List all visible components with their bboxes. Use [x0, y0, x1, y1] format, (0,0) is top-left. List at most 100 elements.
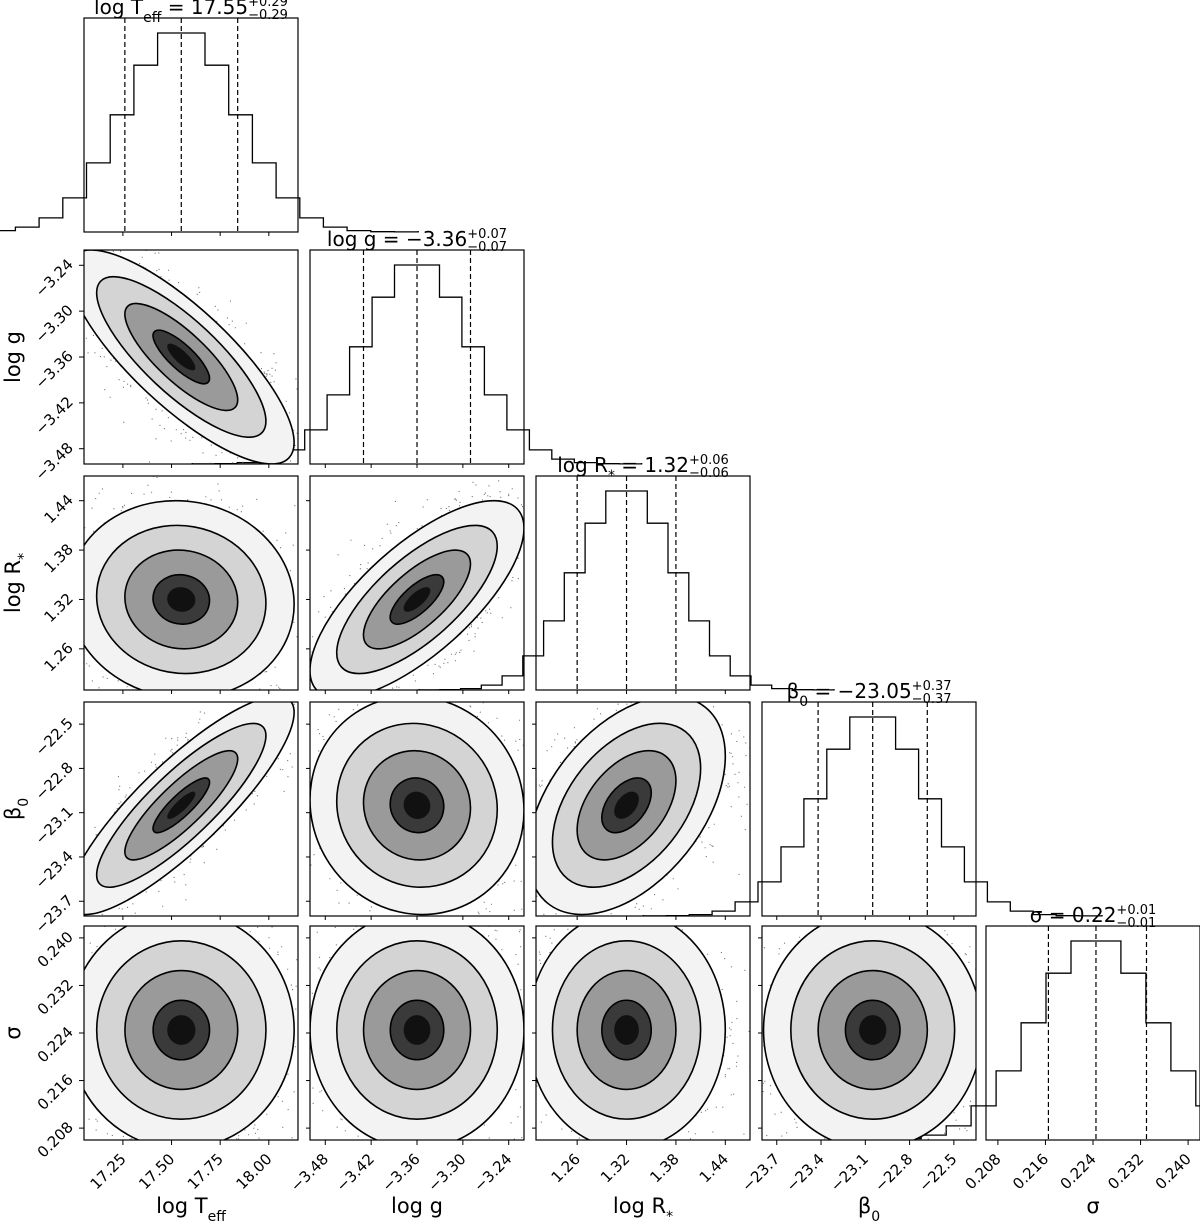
- histogram-title: β0 = −23.05+0.37 −0.37: [786, 679, 951, 710]
- y-tick-label: −3.48: [32, 439, 77, 484]
- x-axis-beta0: −23.7 −23.4 −23.1 −22.8 −22.5 β0: [738, 1140, 961, 1224]
- y-axis-beta0: −23.7−23.4−23.1−22.8−22.5 β0: [1, 714, 84, 937]
- y-axis-label-name: log g: [1, 331, 25, 383]
- density-shade-4: [403, 587, 431, 612]
- y-tick-label: 1.32: [40, 590, 76, 626]
- title-err-minus: −0.29: [248, 8, 288, 23]
- contour-level-0: [389, 573, 445, 625]
- density-shade-4: [403, 791, 431, 819]
- contour-level-1: [362, 549, 472, 650]
- x-tick-label: 0.232: [1104, 1150, 1147, 1193]
- contour-level-3: [84, 702, 295, 916]
- y-axis-label-name: β: [1, 807, 25, 820]
- title-err-minus: −0.06: [689, 466, 729, 481]
- title-param-subscript: 0: [799, 694, 808, 710]
- contour-level-0: [152, 999, 211, 1061]
- x-axis-label: log Teff: [156, 1194, 226, 1224]
- contour-level-2: [335, 524, 499, 675]
- panel-content: [84, 702, 298, 916]
- x-axis-label-name: log g: [391, 1194, 443, 1218]
- scatter-panel-logR-sigma: [535, 925, 751, 1141]
- y-axis-logg: −3.48−3.42−3.36−3.30−3.24 log g: [1, 255, 84, 484]
- panel-content: [536, 702, 750, 916]
- scatter-panel-logTeff-logg: [83, 249, 299, 465]
- y-tick-label: 0.208: [34, 1118, 77, 1161]
- y-axis-label: log R*: [1, 553, 32, 613]
- y-tick-label: −23.4: [32, 847, 77, 892]
- x-tick-label: −3.42: [333, 1150, 378, 1195]
- y-tick-label: −3.30: [32, 301, 77, 346]
- scatter-panel-logTeff-sigma: [83, 925, 299, 1141]
- x-axis-label: log g: [391, 1194, 443, 1218]
- title-median-value: 1.32: [644, 453, 689, 477]
- x-tick-label: −23.1: [827, 1150, 872, 1195]
- x-tick-label: −3.24: [470, 1150, 515, 1195]
- contour-level-2: [95, 524, 267, 675]
- x-axis-label-name: σ: [1086, 1194, 1099, 1218]
- histogram-panel-logg: log g = −3.36+0.07 −0.07: [191, 227, 643, 465]
- y-tick-label: 1.44: [40, 491, 76, 527]
- x-tick-label: 17.50: [135, 1150, 178, 1193]
- title-equals: =: [376, 227, 405, 251]
- density-shade-4: [614, 1015, 639, 1045]
- y-axis-label-subscript: 0: [16, 798, 32, 807]
- histogram-panel-beta0: β0 = −23.05+0.37 −0.37: [642, 679, 1103, 917]
- x-tick-label: −3.30: [424, 1150, 469, 1195]
- scatter-panel-logg-sigma: [309, 925, 525, 1141]
- histogram-frame: [535, 475, 751, 691]
- y-axis-label: σ: [1, 1026, 25, 1039]
- contour-level-1: [576, 749, 677, 861]
- contour-level-2: [551, 722, 702, 888]
- contour-level-1: [576, 969, 677, 1091]
- title-equals: =: [615, 453, 644, 477]
- x-tick-label: 1.26: [548, 1150, 584, 1186]
- density-shade-4: [167, 791, 196, 819]
- x-axis-sigma: 0.208 0.216 0.224 0.232 0.240 σ: [962, 1140, 1195, 1218]
- contour-level-0: [152, 573, 211, 625]
- x-tick-label: −3.36: [379, 1150, 424, 1195]
- scatter-panel-logg-beta0: [309, 701, 525, 917]
- histogram-step-line: [418, 490, 835, 691]
- histogram-frame: [985, 925, 1200, 1141]
- title-err-plus: +0.01: [1116, 903, 1156, 918]
- x-tick-label: 17.25: [87, 1150, 130, 1193]
- histogram-frame: [761, 701, 977, 917]
- x-tick-label: 1.44: [696, 1150, 732, 1186]
- x-axis-label: log R*: [613, 1194, 673, 1224]
- contour-level-1: [362, 749, 472, 861]
- y-tick-label: −3.24: [32, 255, 77, 300]
- contour-level-0: [844, 999, 901, 1061]
- x-tick-label: −23.4: [783, 1150, 828, 1195]
- y-tick-label: 0.240: [34, 928, 77, 971]
- y-tick-label: −22.5: [32, 714, 77, 759]
- scatter-frame: [83, 701, 299, 917]
- histogram-panel-logR: log R* = 1.32+0.06 −0.06: [418, 453, 835, 691]
- histogram-frame: [83, 17, 299, 233]
- contour-level-0: [601, 777, 653, 834]
- x-axis-label-name: log T: [156, 1194, 208, 1218]
- panel-content: [536, 926, 750, 1140]
- histogram-panel-logTeff: log Teff = 17.55+0.29 −0.29: [0, 0, 419, 233]
- x-axis-label-subscript: 0: [871, 1209, 880, 1224]
- title-err-plus: +0.07: [467, 227, 507, 242]
- contour-level-0: [389, 777, 445, 834]
- scatter-panel-beta0-sigma: [761, 925, 977, 1141]
- title-err-plus: +0.37: [912, 679, 952, 694]
- contour-level-3: [84, 926, 295, 1140]
- title-param-name: log R: [557, 453, 608, 477]
- title-median-value: 17.55: [191, 0, 248, 19]
- contour-level-2: [95, 722, 267, 889]
- y-axis-label: log g: [1, 331, 25, 383]
- density-shade-4: [403, 1015, 431, 1045]
- title-err-plus: +0.06: [689, 453, 729, 468]
- x-tick-label: 1.38: [646, 1150, 682, 1186]
- x-tick-label: 0.208: [962, 1150, 1005, 1193]
- x-tick-label: 17.75: [184, 1150, 227, 1193]
- contour-level-0: [152, 329, 211, 385]
- title-err-minus: −0.07: [467, 240, 507, 255]
- title-param-name: β: [786, 679, 799, 703]
- title-param-name: log g: [327, 227, 377, 251]
